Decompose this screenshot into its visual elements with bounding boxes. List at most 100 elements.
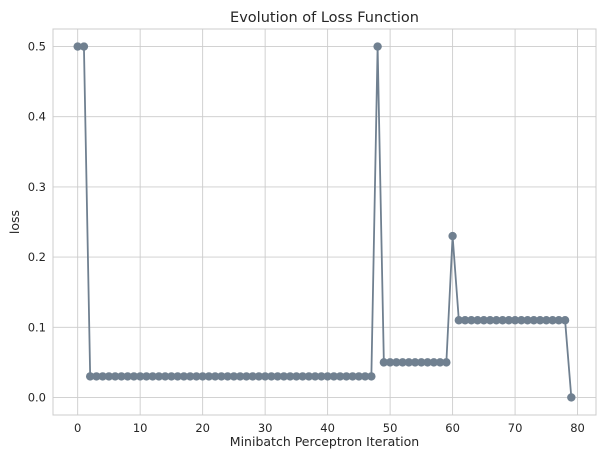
loss-data-point	[373, 42, 382, 51]
loss-data-point	[473, 316, 482, 325]
y-tick-label: 0.0	[28, 390, 46, 404]
loss-data-point	[317, 372, 326, 381]
line-layer	[77, 45, 573, 398]
loss-series-line	[77, 45, 573, 398]
loss-data-point	[298, 372, 307, 381]
y-tick-label: 0.2	[28, 250, 46, 264]
loss-data-point	[235, 372, 245, 381]
loss-data-point	[160, 372, 170, 381]
loss-data-point	[354, 372, 364, 381]
loss-data-point	[460, 316, 470, 325]
loss-data-point	[448, 231, 457, 241]
loss-data-point	[410, 358, 420, 367]
loss-data-point	[335, 372, 345, 381]
x-tick-label: 20	[195, 421, 210, 435]
chart-title: Evolution of Loss Function	[230, 10, 419, 26]
loss-data-point	[104, 372, 114, 381]
loss-data-point	[248, 372, 257, 381]
loss-data-point	[523, 316, 532, 325]
loss-data-point	[554, 316, 564, 325]
loss-data-point	[467, 316, 476, 325]
x-tick-label: 50	[383, 421, 398, 435]
loss-data-point	[129, 372, 139, 381]
loss-data-point	[560, 316, 570, 325]
loss-data-point	[304, 372, 314, 381]
loss-data-point	[204, 372, 214, 381]
loss-data-point	[417, 358, 426, 367]
loss-data-point	[154, 372, 164, 381]
marker-layer	[73, 42, 576, 402]
y-tick-label: 0.1	[28, 320, 46, 334]
x-tick-label: 30	[258, 421, 273, 435]
loss-data-point	[398, 358, 407, 367]
x-tick-label: 80	[570, 421, 585, 435]
loss-data-point	[360, 372, 370, 381]
loss-data-point	[198, 372, 207, 381]
loss-data-point	[92, 372, 101, 381]
x-tick-label: 70	[508, 421, 523, 435]
loss-data-point	[242, 372, 251, 381]
axes-frame	[52, 28, 597, 416]
loss-data-point	[217, 372, 226, 381]
x-tick-label: 0	[74, 421, 81, 435]
loss-data-point	[504, 316, 514, 325]
loss-data-point	[273, 372, 282, 381]
loss-data-point	[229, 372, 239, 381]
loss-data-point	[292, 372, 301, 381]
loss-data-point	[567, 393, 576, 402]
loss-data-point	[529, 316, 539, 325]
loss-data-point	[173, 372, 182, 381]
loss-data-point	[185, 372, 195, 381]
x-axis-label: Minibatch Perceptron Iteration	[230, 434, 419, 449]
y-tick-label: 0.4	[28, 110, 46, 124]
loss-data-point	[492, 316, 501, 325]
loss-data-point	[117, 372, 126, 381]
loss-data-point	[429, 358, 439, 367]
y-tick-label: 0.3	[28, 180, 46, 194]
loss-data-point	[110, 372, 120, 381]
loss-data-point	[329, 372, 339, 381]
tick-layer: 0 10 20 30 40 50 60 70 80 0.0 0.1 0.2 0.3 0.4 0.5	[28, 40, 585, 435]
loss-data-point	[179, 372, 189, 381]
loss-data-point	[285, 372, 295, 381]
loss-data-point	[454, 316, 464, 325]
loss-data-point	[123, 372, 132, 381]
loss-data-point	[342, 372, 351, 381]
loss-data-point	[379, 358, 389, 367]
loss-data-point	[79, 42, 89, 51]
loss-data-point	[479, 316, 489, 325]
loss-data-point	[142, 372, 151, 381]
x-tick-label: 60	[445, 421, 460, 435]
loss-data-point	[510, 316, 520, 325]
loss-data-point	[485, 316, 495, 325]
loss-data-point	[498, 316, 507, 325]
x-tick-label: 10	[133, 421, 148, 435]
grid-layer	[53, 29, 596, 415]
loss-data-point	[85, 372, 95, 381]
loss-data-point	[323, 372, 332, 381]
loss-data-point	[367, 372, 376, 381]
y-axis-label: loss	[7, 210, 22, 234]
loss-data-point	[404, 358, 414, 367]
loss-data-point	[210, 372, 220, 381]
loss-data-point	[542, 316, 551, 325]
loss-data-point	[535, 316, 545, 325]
loss-data-point	[348, 372, 357, 381]
loss-data-point	[98, 372, 107, 381]
loss-data-point	[548, 316, 557, 325]
loss-data-point	[279, 372, 289, 381]
loss-data-point	[73, 42, 82, 51]
loss-data-point	[192, 372, 201, 381]
loss-data-point	[435, 358, 445, 367]
loss-data-point	[223, 372, 232, 381]
loss-data-point	[310, 372, 320, 381]
loss-data-point	[254, 372, 264, 381]
loss-data-point	[135, 372, 145, 381]
loss-data-point	[442, 358, 451, 367]
loss-data-point	[385, 358, 395, 367]
x-tick-label: 40	[320, 421, 335, 435]
loss-data-point	[392, 358, 401, 367]
loss-data-point	[167, 372, 176, 381]
